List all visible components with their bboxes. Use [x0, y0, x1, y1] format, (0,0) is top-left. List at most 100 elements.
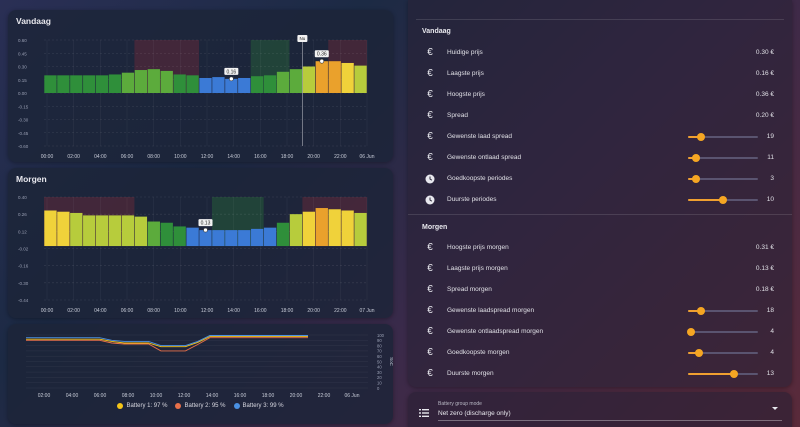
- euro-icon: €: [427, 68, 433, 79]
- entity-row[interactable]: € Gewenste ontlaad spread 11: [408, 147, 792, 168]
- price-bar: [276, 71, 290, 93]
- x-tick-label: 10:00: [150, 393, 163, 399]
- entity-row[interactable]: € Laagste prijs morgen 0.13 €: [408, 258, 792, 279]
- list-icon: [419, 405, 429, 417]
- price-bar: [186, 75, 199, 93]
- entity-label: Gewenste laad spread: [447, 133, 513, 140]
- now-label: Nu: [300, 36, 306, 41]
- entity-label: Goedkoopste periodes: [447, 175, 513, 182]
- entity-row[interactable]: € Spread morgen 0.18 €: [408, 279, 792, 300]
- section-title-tomorrow: Morgen: [422, 224, 448, 231]
- x-tick-label: 08:00: [147, 308, 160, 314]
- x-tick-label: 20:00: [307, 308, 320, 314]
- entities-today-list: € Huidige prijs 0.30 € € Laagste prijs 0.16 €…: [408, 42, 792, 212]
- today-price-chart[interactable]: 0.60 0.45 0.30 0.15 0.00 -0.15 -0.30 -0.45 -0.60…: [8, 10, 393, 162]
- slider-knob[interactable]: [719, 195, 727, 204]
- legend-item-battery-2[interactable]: Battery 2: 95 %: [175, 403, 226, 409]
- y-tick-label: 0.12: [18, 229, 27, 234]
- euro-icon: €: [427, 242, 433, 253]
- entity-row[interactable]: € Gewenste ontlaadspread morgen 4: [408, 321, 792, 342]
- price-bar: [186, 227, 199, 247]
- x-tick-label: 14:00: [227, 154, 240, 160]
- slider-knob[interactable]: [692, 174, 701, 183]
- price-bar: [147, 69, 160, 93]
- entity-row[interactable]: € Goedkoopste morgen 4: [408, 342, 792, 363]
- entity-row[interactable]: € Gewenste laad spread 19: [408, 126, 792, 147]
- price-bar: [263, 227, 277, 247]
- y-tick-label: 0.40: [18, 195, 27, 200]
- entity-row[interactable]: € Hoogste prijs 0.36 €: [408, 84, 792, 105]
- entity-slider[interactable]: [688, 174, 758, 183]
- slider-knob[interactable]: [729, 369, 738, 378]
- entity-row[interactable]: Goedkoopste periodes 3: [408, 168, 792, 189]
- marker-label: 0.16: [226, 69, 236, 75]
- entity-label: Hoogste prijs: [447, 91, 485, 98]
- euro-icon: €: [427, 89, 433, 100]
- y-tick-label: 0.00: [18, 91, 27, 96]
- euro-icon: €: [427, 368, 433, 379]
- price-bar: [199, 77, 212, 93]
- x-tick-label: 08:00: [147, 154, 160, 160]
- entity-slider[interactable]: [688, 153, 758, 162]
- entity-slider[interactable]: [688, 369, 758, 378]
- section-title-today: Vandaag: [422, 28, 451, 35]
- entity-slider[interactable]: [688, 348, 758, 357]
- slider-fill: [688, 372, 734, 375]
- slider-fill: [688, 198, 723, 201]
- price-bar: [57, 211, 70, 247]
- entity-row[interactable]: € Huidige prijs 0.30 €: [408, 42, 792, 63]
- entity-label: Laagste prijs: [447, 70, 484, 77]
- price-bar: [354, 212, 367, 247]
- entity-row[interactable]: € Duurste morgen 13: [408, 363, 792, 384]
- legend-item-battery-3[interactable]: Battery 3: 99 %: [233, 403, 284, 409]
- entity-row[interactable]: € Gewenste laadspread morgen 18: [408, 300, 792, 321]
- divider: [416, 19, 784, 20]
- tomorrow-price-chart[interactable]: 0.40 0.26 0.12 -0.02 -0.16 -0.30 -0.44 00:00 02:…: [8, 168, 393, 318]
- legend-dot-icon: [233, 403, 240, 409]
- entity-row[interactable]: € Laagste prijs 0.16 €: [408, 63, 792, 84]
- y-tick-label: 10: [377, 381, 382, 386]
- price-bar: [328, 209, 341, 247]
- marker-label-box: [224, 67, 239, 75]
- entity-slider[interactable]: [686, 327, 758, 336]
- entity-value: 0.20 €: [755, 112, 774, 119]
- slider-knob[interactable]: [695, 348, 704, 357]
- slider-knob[interactable]: [691, 153, 700, 162]
- price-bar: [121, 215, 135, 247]
- price-bar: [134, 216, 148, 247]
- entity-row[interactable]: € Spread 0.20 €: [408, 105, 792, 126]
- entity-value: 0.18 €: [755, 286, 774, 293]
- entity-row[interactable]: € Hoogste prijs morgen 0.31 €: [408, 237, 792, 258]
- price-bar: [57, 75, 70, 93]
- x-tick-label: 20:00: [290, 393, 303, 399]
- entity-label: Laagste prijs morgen: [447, 265, 508, 272]
- entity-slider[interactable]: [688, 132, 758, 141]
- battery-legend: Battery 1: 97 % Battery 2: 95 % Battery …: [8, 403, 393, 409]
- y-tick-label: 80: [377, 343, 382, 348]
- price-bar: [83, 75, 96, 93]
- entity-slider[interactable]: [688, 195, 758, 204]
- y-tick-label: -0.16: [18, 264, 29, 269]
- entity-row[interactable]: Duurste periodes 10: [408, 189, 792, 210]
- y-axis-unit: SoC: [389, 357, 393, 367]
- legend-dot-icon: [175, 403, 182, 409]
- legend-item-battery-1[interactable]: Battery 1: 97 %: [117, 403, 167, 409]
- battery-mode-card: Battery group mode Net zero (discharge o…: [408, 392, 792, 427]
- euro-icon: €: [427, 263, 433, 274]
- entity-label: Duurste periodes: [447, 196, 497, 203]
- entity-slider[interactable]: [688, 306, 758, 315]
- entities-tomorrow-list: € Hoogste prijs morgen 0.31 € € Laagste prij…: [408, 237, 792, 387]
- slider-knob[interactable]: [686, 327, 695, 336]
- x-tick-label: 06 Jun: [359, 154, 374, 160]
- battery-mode-select[interactable]: Battery group mode Net zero (discharge o…: [438, 398, 782, 421]
- price-marker: [319, 58, 325, 64]
- slider-knob[interactable]: [697, 132, 706, 141]
- legend-dot-icon: [117, 403, 124, 409]
- y-tick-label: -0.60: [18, 144, 29, 149]
- y-tick-label: -0.15: [18, 104, 29, 109]
- y-tick-label: 0.45: [18, 51, 27, 56]
- euro-icon: €: [427, 131, 433, 142]
- slider-knob[interactable]: [696, 306, 705, 315]
- y-tick-label: 30: [377, 370, 382, 375]
